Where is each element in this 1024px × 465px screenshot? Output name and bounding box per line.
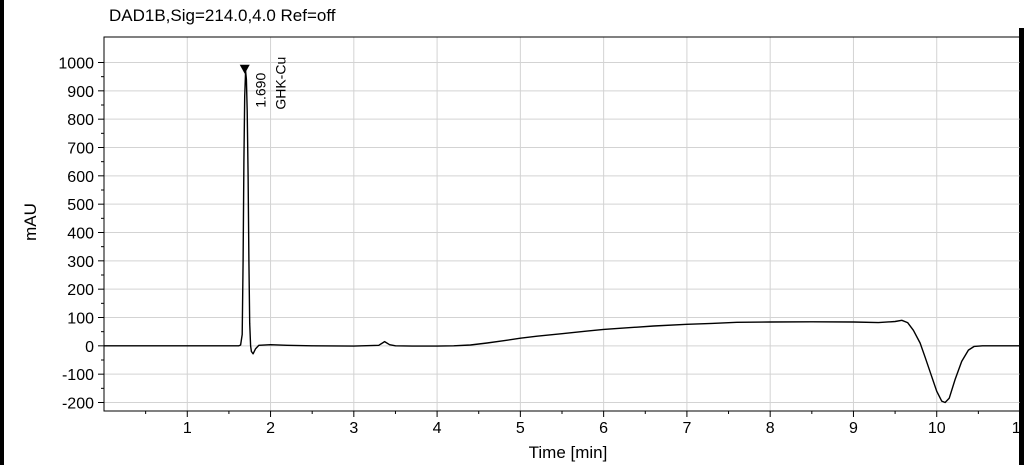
x-axis-label: Time [min] <box>529 443 608 462</box>
y-axis-label: mAU <box>21 203 40 241</box>
y-tick-label: 900 <box>67 84 94 101</box>
y-tick-label: -200 <box>62 396 94 413</box>
signal-trace <box>104 71 1020 403</box>
x-axis: 1 2 3 4 5 6 7 8 9 10 11 <box>146 411 1024 437</box>
x-tick-label: 8 <box>766 420 775 437</box>
y-tick-label: 400 <box>67 226 94 243</box>
y-tick-label: 500 <box>67 197 94 214</box>
y-tick-label: 1000 <box>58 56 94 73</box>
x-tick-label: 5 <box>516 420 525 437</box>
y-tick-label: 300 <box>67 254 94 271</box>
y-tick-label: 0 <box>85 339 94 356</box>
plot-area <box>104 37 1020 411</box>
x-tick-label: 4 <box>433 420 442 437</box>
grid-lines <box>104 37 1020 411</box>
y-tick-label: 800 <box>67 112 94 129</box>
y-tick-label: 600 <box>67 169 94 186</box>
peak-retention-time: 1.690 <box>253 73 269 108</box>
x-tick-label: 10 <box>928 420 946 437</box>
x-tick-label: 7 <box>682 420 691 437</box>
x-tick-label: 11 <box>1012 420 1024 437</box>
x-tick-label: 2 <box>266 420 275 437</box>
y-tick-label: 100 <box>67 311 94 328</box>
peak-compound-name: GHK-Cu <box>273 57 289 110</box>
x-tick-label: 3 <box>349 420 358 437</box>
x-tick-label: 9 <box>849 420 858 437</box>
y-tick-label: -100 <box>62 367 94 384</box>
x-tick-label: 1 <box>183 420 192 437</box>
y-tick-label: 200 <box>67 282 94 299</box>
x-tick-label: 6 <box>599 420 608 437</box>
y-tick-label: 700 <box>67 141 94 158</box>
peak-marker <box>240 65 250 74</box>
